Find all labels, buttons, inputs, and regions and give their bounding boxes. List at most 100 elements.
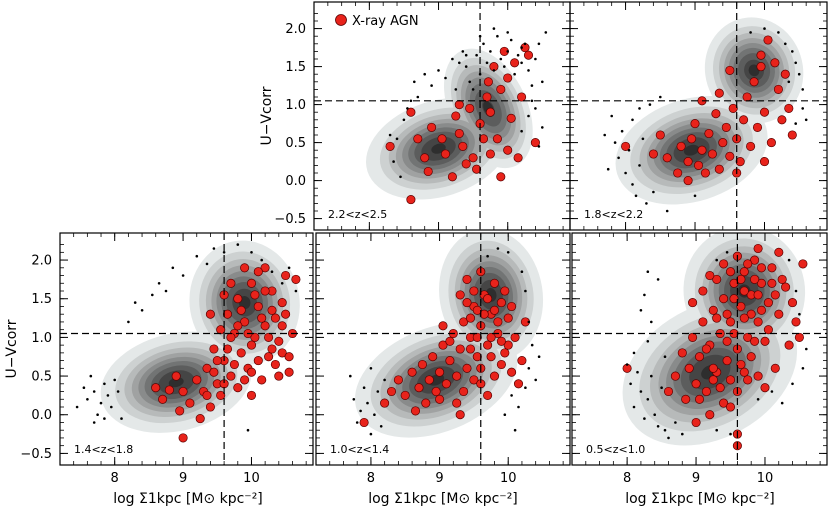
y-tick-label: 0.0 [285, 174, 306, 189]
background-point [366, 401, 369, 405]
background-point [656, 425, 660, 428]
x-axis-title-right: log Σ1kpc [M⊙ kpc⁻²] [625, 491, 775, 507]
panel-frame [571, 232, 828, 466]
background-point [423, 72, 427, 76]
agn-point [479, 309, 489, 319]
agn-point [452, 398, 462, 408]
x-axis-title-middle: log Σ1kpc [M⊙ kpc⁻²] [368, 491, 518, 507]
background-point [537, 42, 541, 46]
background-point [482, 42, 485, 46]
agn-point [277, 321, 287, 331]
y-tick-label: 2.0 [31, 254, 52, 269]
background-point [92, 390, 96, 393]
agn-point [698, 286, 708, 296]
agn-point [209, 367, 219, 377]
panel-redshift-label: 2.2<z<2.5 [328, 208, 387, 221]
agn-point [683, 176, 693, 186]
agn-point [725, 375, 736, 385]
background-point [530, 343, 534, 347]
background-point [369, 432, 373, 436]
agn-point [469, 286, 479, 296]
y-tick-label: −0.5 [274, 212, 306, 227]
agn-point [798, 259, 808, 269]
background-point [653, 413, 656, 417]
agn-point [742, 92, 752, 102]
agn-point [435, 394, 445, 404]
agn-point [691, 417, 701, 428]
agn-point [257, 313, 267, 323]
agn-point [756, 305, 767, 315]
agn-point [240, 317, 250, 327]
background-point [527, 367, 531, 370]
background-point [801, 88, 804, 91]
background-point [294, 289, 298, 293]
background-point [652, 190, 655, 194]
agn-point [472, 164, 482, 174]
background-point [395, 137, 399, 141]
agn-point [216, 390, 226, 400]
background-series [625, 251, 808, 440]
agn-point [756, 62, 766, 72]
agn-point [743, 332, 753, 342]
agn-series [359, 267, 530, 428]
panel-frame [59, 232, 314, 466]
agn-point [736, 274, 746, 284]
panel-plot-area [572, 233, 827, 465]
background-point [520, 129, 523, 133]
agn-point [250, 332, 260, 342]
background-series [349, 247, 541, 436]
panel-2: 1.8<z<2.2 [569, 1, 828, 231]
agn-point [763, 325, 773, 335]
background-point [510, 394, 513, 397]
agn-point [185, 398, 195, 408]
background-point [492, 27, 496, 30]
background-point [444, 76, 447, 80]
background-point [287, 266, 291, 270]
panel-plot-area [316, 233, 570, 465]
agn-point [440, 149, 451, 159]
agn-point [222, 309, 233, 319]
background-point [632, 405, 636, 409]
background-point [464, 65, 468, 68]
agn-point [277, 348, 287, 358]
background-point [517, 405, 520, 409]
agn-point [688, 332, 698, 342]
agn-point [760, 336, 770, 346]
background-point [212, 247, 216, 250]
background-point [383, 378, 386, 382]
agn-point [719, 398, 729, 408]
background-point [496, 247, 500, 250]
background-point [106, 394, 110, 397]
agn-point [270, 359, 280, 370]
y-axis-title-bottom: U−Vcorr [4, 319, 20, 378]
background-point [639, 309, 643, 312]
agn-point [465, 103, 475, 113]
background-point [506, 50, 510, 53]
agn-point [507, 367, 517, 377]
legend-agn-marker [335, 14, 347, 26]
agn-point [725, 151, 735, 161]
background-point [461, 50, 465, 53]
agn-point [694, 352, 705, 362]
background-point [82, 386, 86, 390]
agn-point [784, 340, 794, 350]
agn-point [253, 356, 263, 366]
background-point [524, 289, 527, 293]
agn-point [486, 332, 496, 342]
background-point [763, 27, 766, 30]
agn-point [750, 336, 760, 346]
agn-point [655, 130, 665, 140]
background-point [801, 367, 805, 370]
agn-point [681, 394, 691, 404]
agn-point [445, 356, 455, 366]
background-point [402, 118, 406, 122]
panel-redshift-label: 1.4<z<1.8 [74, 443, 133, 456]
y-tick-label: 0.5 [285, 136, 306, 151]
background-point [486, 254, 489, 258]
agn-point [496, 84, 506, 94]
agn-point [483, 294, 493, 304]
agn-point [708, 363, 718, 373]
background-point [631, 118, 634, 122]
background-series [603, 27, 808, 213]
